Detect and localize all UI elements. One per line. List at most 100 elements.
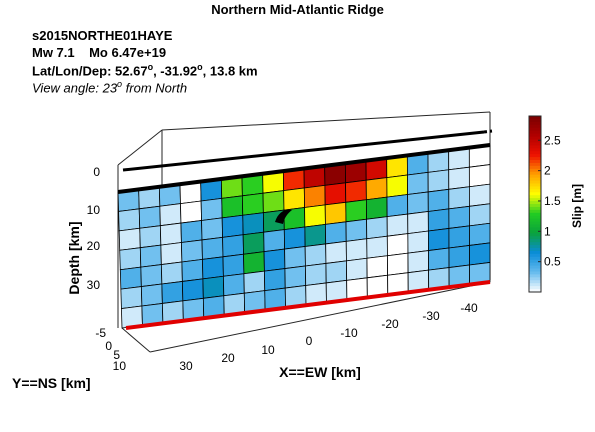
colorbar-segment	[529, 165, 541, 170]
view-suffix: from North	[122, 80, 188, 96]
slip-cell	[263, 248, 286, 272]
colorbar-segment	[529, 253, 541, 258]
slip-cell	[427, 227, 450, 252]
slip-cell	[407, 191, 429, 215]
x-tick-label: -20	[381, 317, 399, 331]
slip-cell	[283, 226, 306, 250]
mw-label: Mw 7.1	[32, 45, 75, 60]
y-axis-label: Y==NS [km]	[12, 375, 91, 391]
slip-cell	[120, 286, 143, 310]
colorbar-segment	[529, 250, 541, 255]
colorbar-segment	[529, 136, 541, 141]
y-tick-label: 0	[105, 339, 112, 353]
slip-cell	[304, 204, 326, 228]
slip-cell	[469, 222, 491, 246]
slip-cell	[387, 252, 409, 276]
colorbar-segment	[529, 256, 541, 261]
colorbar-segment	[529, 280, 541, 284]
colorbar-segment	[529, 195, 541, 199]
depth-axis-label: Depth [km]	[66, 221, 82, 294]
slip-cell	[161, 280, 184, 304]
colorbar-segment	[529, 168, 541, 173]
slip-cell	[407, 250, 429, 274]
colorbar-segment	[529, 118, 541, 123]
colorbar-segment	[529, 127, 541, 132]
colorbar-segment	[529, 268, 541, 273]
colorbar-segment	[529, 227, 541, 231]
colorbar-segment	[529, 145, 541, 149]
colorbar-segment	[529, 177, 541, 182]
x-tick-label: 0	[306, 334, 313, 348]
slip-cell	[202, 256, 224, 280]
colorbar-tick-label: 2	[544, 164, 551, 178]
slip-cell	[469, 242, 491, 266]
y-tick-label: 5	[113, 348, 120, 362]
colorbar-segment	[529, 162, 541, 167]
slip-cell	[243, 270, 266, 294]
colorbar-segment	[529, 183, 541, 187]
colorbar-segment	[529, 242, 541, 246]
slip-cell	[325, 260, 348, 284]
slip-cell	[202, 275, 225, 299]
slip-cell	[324, 201, 347, 225]
slip-cell	[241, 192, 264, 216]
slip-cell	[200, 197, 223, 221]
slip-cell	[345, 179, 367, 203]
colorbar-segment	[529, 277, 541, 281]
slip-cell	[469, 203, 491, 227]
slip-cell	[201, 217, 223, 241]
colorbar-tick-label: 1.5	[544, 194, 561, 208]
slip-cell	[159, 222, 182, 246]
slip-cell	[427, 208, 450, 232]
colorbar-segment	[529, 139, 541, 143]
slip-cell	[407, 211, 429, 235]
event-id: s2015NORTHE01HAYE	[32, 28, 173, 43]
slip-cell	[262, 190, 285, 214]
y-tick-label: 10	[113, 359, 127, 373]
slip-cell	[448, 166, 470, 190]
colorbar-segment	[529, 124, 541, 129]
degree-symbol: o	[147, 62, 154, 72]
slip-cell	[139, 225, 162, 249]
slip-cell	[119, 266, 142, 290]
slip-cell	[284, 265, 307, 289]
axis-labels: X==EW [km] Y==NS [km] Depth [km] Slip [m…	[12, 165, 584, 391]
colorbar-segment	[529, 180, 541, 185]
slip-cell	[407, 230, 429, 254]
colorbar-segment	[529, 248, 541, 252]
box-edge-bottom-front	[149, 281, 491, 353]
degree-symbol: o	[117, 79, 123, 89]
colorbar-segment	[529, 157, 541, 161]
colorbar-segment	[529, 283, 541, 287]
colorbar-segment	[529, 262, 541, 267]
latlondep-suffix: , 13.8 km	[202, 63, 258, 79]
colorbar-segment	[529, 151, 541, 155]
slip-cell	[325, 240, 347, 264]
slip-cell	[448, 244, 470, 269]
fault-surface-trace	[122, 130, 485, 172]
hypocenter-star-icon	[275, 209, 292, 224]
colorbar-segment	[529, 259, 541, 264]
slip-cell	[181, 278, 204, 302]
slip-cell	[448, 225, 470, 249]
slip-cell	[305, 262, 327, 286]
slip-cell	[159, 203, 182, 227]
colorbar-segment	[529, 121, 541, 126]
lat-lon-dep-line: Lat/Lon/Dep: 52.67o, -31.92o, 13.8 km	[32, 62, 258, 78]
colorbar-segment	[529, 116, 541, 120]
slip-cell	[345, 218, 368, 242]
box-edge-top-left	[117, 129, 163, 166]
slip-cell	[243, 251, 265, 275]
slip-cell	[345, 238, 368, 262]
x-tick-label: 20	[221, 351, 235, 365]
colorbar-segment	[529, 206, 541, 211]
slip-cell	[140, 264, 163, 288]
slip-cell	[468, 164, 491, 188]
latlondep-prefix: Lat/Lon/Dep: 52.67	[32, 63, 148, 79]
colorbar-segment	[529, 212, 541, 217]
colorbar-frame	[528, 115, 542, 293]
slip-cell	[386, 194, 409, 218]
depth-tick-label: 20	[87, 239, 101, 253]
depth-tick-label: 30	[87, 278, 101, 292]
depth-tick-label: 0	[93, 165, 100, 179]
